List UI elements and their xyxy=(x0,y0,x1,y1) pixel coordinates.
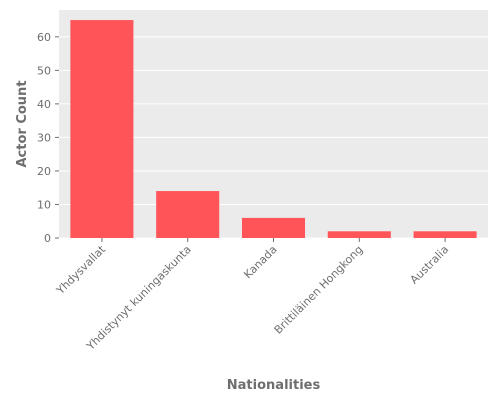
x-axis-title: Nationalities xyxy=(227,378,321,393)
bar xyxy=(241,217,306,238)
bar xyxy=(327,231,391,238)
y-tick-label: 50 xyxy=(37,64,51,77)
y-tick-label: 10 xyxy=(37,198,51,211)
bars xyxy=(70,20,477,238)
y-tick-label: 30 xyxy=(37,131,51,144)
y-tick-label: 0 xyxy=(44,232,51,245)
x-tick-label: Australia xyxy=(408,243,452,287)
bar xyxy=(413,231,477,238)
y-tick-label: 60 xyxy=(37,31,51,44)
y-tick-label: 20 xyxy=(37,165,51,178)
bar xyxy=(156,191,220,238)
x-tick-label: Brittiläinen Hongkong xyxy=(272,243,366,337)
y-tick-label: 40 xyxy=(37,98,51,111)
y-axis: 0 10 20 30 40 50 60 xyxy=(37,31,59,245)
x-tick-label: Kanada xyxy=(241,243,279,281)
x-tick-label: Yhdysvallat xyxy=(53,242,108,297)
bar xyxy=(70,20,134,238)
y-axis-title: Actor Count xyxy=(15,80,30,167)
